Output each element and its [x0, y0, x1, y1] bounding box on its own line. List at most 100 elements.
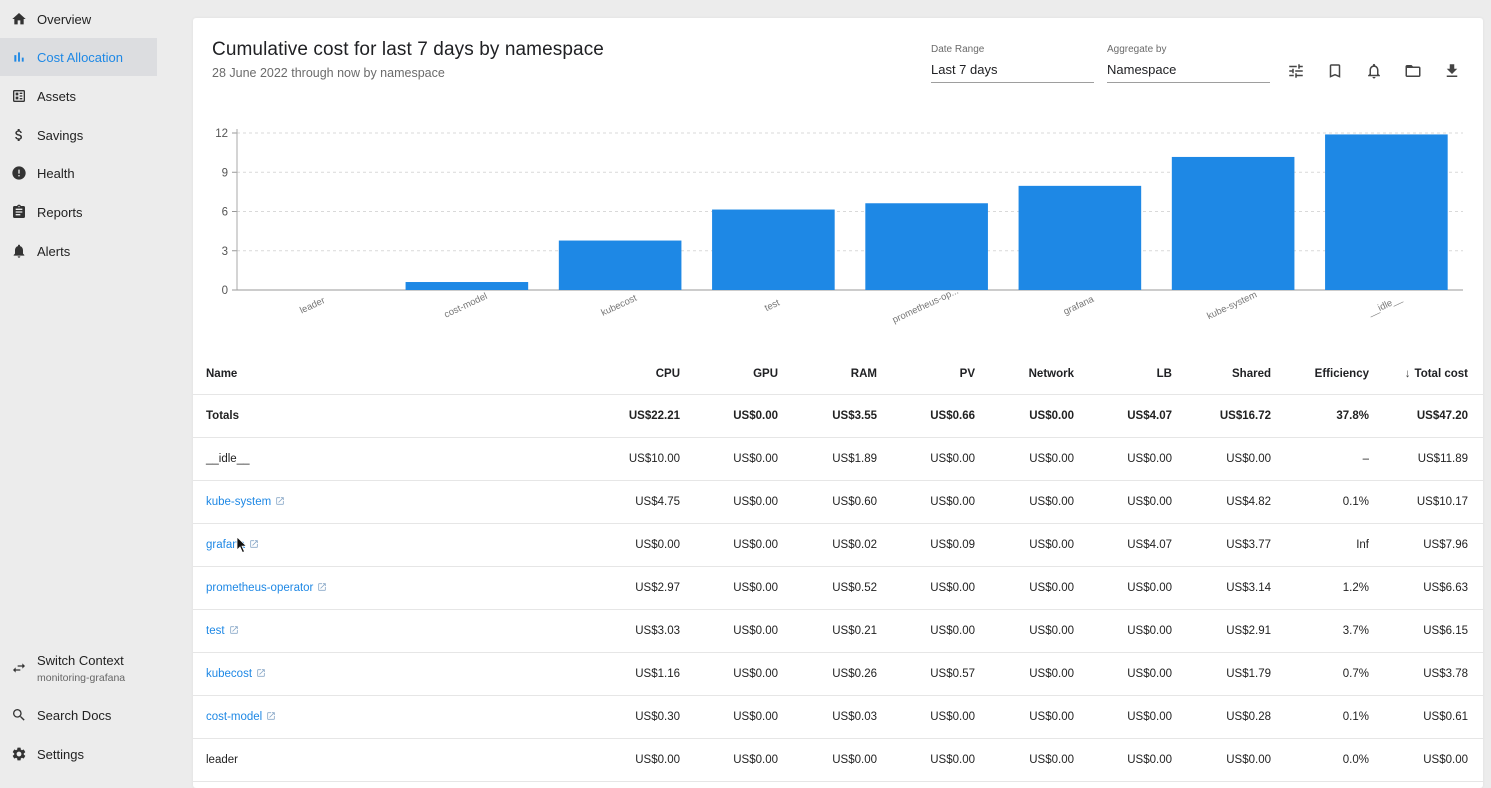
- external-link-icon[interactable]: [249, 539, 259, 552]
- table-cell: US$2.97: [635, 582, 680, 594]
- table-totals-row: Totals US$22.21 US$0.00 US$3.55 US$0.66 US$0.…: [193, 395, 1483, 438]
- namespace-link[interactable]: prometheus-operator: [206, 582, 314, 594]
- aggregate-by-select[interactable]: Aggregate by Namespace: [1107, 44, 1270, 83]
- table-cell: US$0.00: [1127, 668, 1172, 680]
- filter-icon[interactable]: [1285, 60, 1307, 82]
- search-docs-button[interactable]: Search Docs: [0, 696, 157, 734]
- table-cell: US$0.00: [733, 582, 778, 594]
- column-header-total-cost[interactable]: ↓ Total cost: [1405, 353, 1468, 394]
- totals-cell: US$47.20: [1416, 410, 1468, 422]
- table-cell: US$0.60: [832, 496, 877, 508]
- date-range-select[interactable]: Date Range Last 7 days: [931, 44, 1094, 83]
- x-tick-label: prometheus-op...: [891, 286, 961, 326]
- main-card: Cumulative cost for last 7 days by names…: [193, 18, 1483, 788]
- settings-label: Settings: [37, 746, 84, 762]
- sidebar-item-alerts[interactable]: Alerts: [0, 232, 157, 270]
- x-tick-label: grafana: [1062, 294, 1096, 318]
- cost-table: Name CPU GPU RAM PV Network LB Shared Efficiency…: [193, 353, 1483, 782]
- bar-test: [712, 209, 835, 290]
- x-tick-label: leader: [298, 295, 327, 316]
- sidebar-item-label: Overview: [37, 11, 92, 27]
- column-header-label: Name: [206, 367, 238, 380]
- clipboard-icon: [0, 204, 37, 220]
- table-cell: US$4.82: [1226, 496, 1271, 508]
- sidebar-item-assets[interactable]: Assets: [0, 77, 157, 115]
- column-header-pv[interactable]: PV: [960, 353, 975, 394]
- column-header-shared[interactable]: Shared: [1232, 353, 1271, 394]
- table-cell: US$0.09: [930, 539, 975, 551]
- table-cell: US$0.00: [635, 754, 680, 766]
- switch-context-label: Switch Context: [37, 652, 124, 668]
- sidebar: Overview Cost Allocation Assets Savings …: [0, 0, 192, 788]
- current-context: monitoring-grafana: [37, 671, 126, 684]
- sidebar-item-label: Health: [37, 165, 75, 181]
- table-cell: US$0.00: [930, 582, 975, 594]
- totals-cell: US$3.55: [832, 410, 877, 422]
- table-cell: US$0.00: [1127, 453, 1172, 465]
- page-title: Cumulative cost for last 7 days by names…: [212, 39, 604, 60]
- namespace-link[interactable]: kubecost: [206, 668, 253, 680]
- switch-context-button[interactable]: Switch Context monitoring-grafana: [0, 647, 157, 689]
- table-row: prometheus-operator US$2.97 US$0.00 US$0.52…: [193, 567, 1483, 610]
- namespace-name-cell: leader: [206, 754, 238, 766]
- table-cell: US$0.00: [1029, 496, 1074, 508]
- folder-icon[interactable]: [1402, 60, 1424, 82]
- table-cell: US$0.03: [832, 711, 877, 723]
- namespace-link[interactable]: cost-model: [206, 711, 263, 723]
- bar-kube-system: [1171, 156, 1295, 290]
- totals-cell: US$22.21: [628, 410, 680, 422]
- aggregate-by-value[interactable]: Namespace: [1107, 62, 1270, 83]
- column-header-name[interactable]: Name: [206, 353, 237, 394]
- namespace-link[interactable]: grafana: [206, 539, 246, 551]
- date-range-value[interactable]: Last 7 days: [931, 62, 1094, 83]
- namespace-name-cell: kubecost: [206, 653, 266, 695]
- dollar-icon: [0, 127, 37, 143]
- namespace-link[interactable]: test: [206, 625, 225, 637]
- sidebar-item-label: Savings: [37, 127, 84, 143]
- table-cell: US$0.00: [930, 496, 975, 508]
- column-header-label: Efficiency: [1314, 367, 1369, 380]
- table-cell: US$0.00: [1029, 754, 1074, 766]
- column-header-label: GPU: [753, 367, 778, 380]
- column-header-label: Network: [1028, 367, 1074, 380]
- table-cell: US$0.00: [1029, 453, 1074, 465]
- totals-cell: US$0.66: [930, 410, 975, 422]
- sidebar-item-health[interactable]: Health: [0, 154, 157, 192]
- table-cell: US$7.96: [1423, 539, 1468, 551]
- settings-button[interactable]: Settings: [0, 735, 157, 773]
- bell-icon[interactable]: [1363, 60, 1385, 82]
- column-header-network[interactable]: Network: [1029, 353, 1074, 394]
- column-header-lb[interactable]: LB: [1157, 353, 1172, 394]
- external-link-icon[interactable]: [317, 582, 327, 595]
- column-header-cpu[interactable]: CPU: [656, 353, 680, 394]
- sidebar-item-overview[interactable]: Overview: [0, 0, 157, 38]
- external-link-icon[interactable]: [266, 711, 276, 724]
- external-link-icon[interactable]: [229, 625, 239, 638]
- table-cell: US$0.61: [1423, 711, 1468, 723]
- table-cell: US$0.00: [1226, 453, 1271, 465]
- column-header-ram[interactable]: RAM: [851, 353, 877, 394]
- table-cell: US$0.00: [635, 539, 680, 551]
- x-tick-label: test: [763, 297, 782, 314]
- table-cell: US$0.00: [1029, 711, 1074, 723]
- sidebar-item-savings[interactable]: Savings: [0, 116, 157, 154]
- table-cell: 0.1%: [1342, 496, 1369, 508]
- table-cell: US$0.00: [930, 625, 975, 637]
- sidebar-item-reports[interactable]: Reports: [0, 193, 157, 231]
- table-row: __idle__ US$10.00 US$0.00 US$1.89 US$0.00 US$…: [193, 438, 1483, 481]
- external-link-icon[interactable]: [275, 496, 285, 509]
- column-header-gpu[interactable]: GPU: [753, 353, 778, 394]
- bookmark-icon[interactable]: [1324, 60, 1346, 82]
- table-cell: US$0.00: [733, 539, 778, 551]
- column-header-label: PV: [959, 367, 975, 380]
- external-link-icon[interactable]: [256, 668, 266, 681]
- download-icon[interactable]: [1441, 60, 1463, 82]
- column-header-efficiency[interactable]: Efficiency: [1315, 353, 1369, 394]
- x-tick-label: kube-system: [1205, 289, 1259, 322]
- totals-cell: US$0.00: [733, 410, 778, 422]
- table-cell: US$0.00: [733, 496, 778, 508]
- namespace-link[interactable]: kube-system: [206, 496, 272, 508]
- sidebar-item-cost-allocation[interactable]: Cost Allocation: [0, 38, 157, 76]
- table-cell: US$0.00: [733, 453, 778, 465]
- table-cell: US$3.78: [1423, 668, 1468, 680]
